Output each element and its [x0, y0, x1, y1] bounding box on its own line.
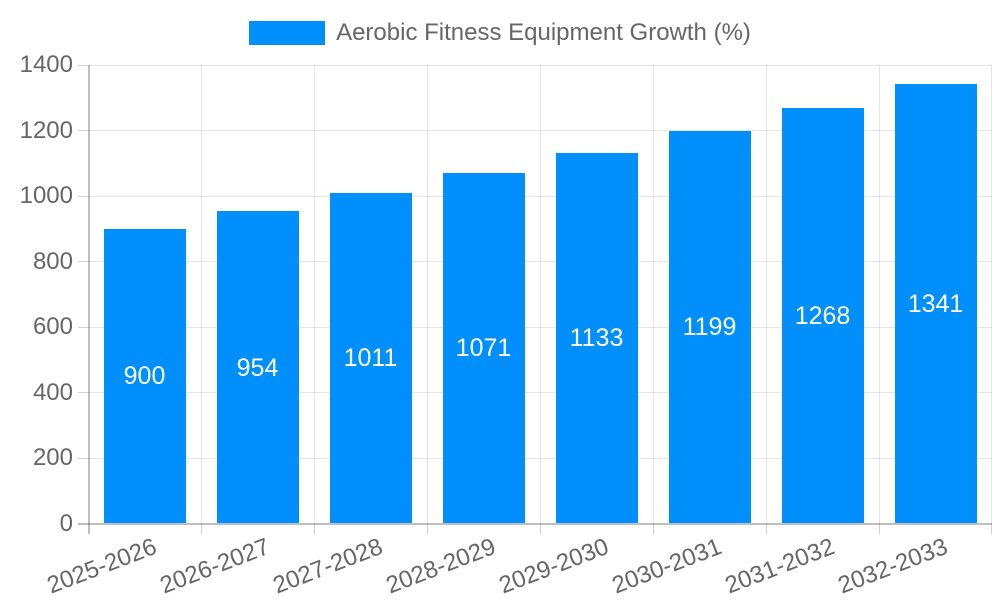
- y-axis-label: 200: [32, 444, 73, 472]
- gridline-horizontal: [88, 130, 992, 132]
- bar[interactable]: [781, 108, 864, 523]
- gridline-vertical: [426, 65, 428, 524]
- y-axis-label: 1000: [19, 182, 73, 210]
- gridline-horizontal: [88, 261, 992, 263]
- y-axis-tick: [78, 130, 88, 132]
- y-axis-label: 0: [59, 510, 73, 537]
- plot-area: 0 200 400 600 800 1000 1200 1400 900 954 1011 1071 1…: [20, 53, 992, 599]
- gridline-vertical: [765, 65, 767, 524]
- legend-swatch: [249, 21, 326, 45]
- x-axis-tick: [652, 524, 654, 534]
- gridline-horizontal: [88, 326, 992, 328]
- gridline-horizontal: [88, 457, 992, 459]
- gridline-vertical: [878, 65, 880, 524]
- bar[interactable]: [668, 130, 751, 523]
- y-axis-tick: [78, 392, 88, 394]
- y-axis-tick: [78, 457, 88, 459]
- x-axis-tick: [765, 524, 767, 534]
- y-axis-tick: [78, 64, 88, 66]
- gridline-horizontal: [88, 64, 992, 66]
- x-axis-tick: [313, 524, 315, 534]
- x-axis-line: [78, 523, 992, 525]
- bar[interactable]: [442, 172, 525, 523]
- y-axis-label: 1400: [19, 51, 73, 78]
- bar[interactable]: [329, 192, 412, 523]
- gridline-horizontal: [88, 392, 992, 394]
- y-axis-label: 1200: [19, 116, 73, 144]
- x-axis-tick: [539, 524, 541, 534]
- y-axis-line: [88, 65, 90, 534]
- bar[interactable]: [894, 84, 977, 523]
- legend-label: Aerobic Fitness Equipment Growth (%): [336, 19, 751, 46]
- legend-item[interactable]: Aerobic Fitness Equipment Growth (%): [0, 19, 1000, 47]
- y-axis-label: 600: [32, 313, 73, 341]
- y-axis-tick: [78, 326, 88, 328]
- bar[interactable]: [103, 228, 186, 523]
- x-axis-tick: [426, 524, 428, 534]
- gridline-vertical: [991, 65, 992, 524]
- bar[interactable]: [555, 152, 638, 523]
- y-axis-tick: [78, 261, 88, 263]
- y-axis-label: 400: [32, 378, 73, 406]
- gridline-vertical: [539, 65, 541, 524]
- gridline-vertical: [200, 65, 202, 524]
- x-axis-tick: [878, 524, 880, 534]
- bar[interactable]: [216, 211, 299, 523]
- gridline-horizontal: [88, 195, 992, 197]
- gridline-vertical: [652, 65, 654, 524]
- y-axis-label: 800: [32, 247, 73, 275]
- x-axis-tick: [991, 524, 992, 534]
- x-axis-tick: [200, 524, 202, 534]
- gridline-vertical: [313, 65, 315, 524]
- y-axis-tick: [78, 195, 88, 197]
